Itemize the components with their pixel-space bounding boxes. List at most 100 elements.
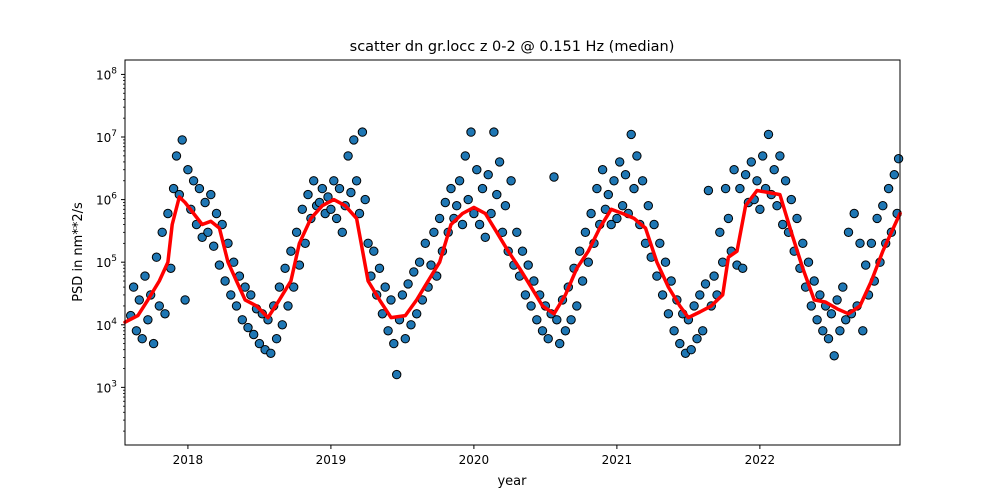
data-point [454,176,465,186]
data-point [429,227,439,238]
chart-title: scatter dn gr.locc z 0-2 @ 0.151 Hz (med… [350,39,675,55]
data-point [709,271,719,281]
data-point [151,252,162,262]
data-point [549,172,559,182]
data-point [154,301,165,311]
median-line-series [123,188,902,324]
data-point [772,201,782,211]
data-point [806,301,816,311]
data-point [878,201,888,211]
data-point [861,260,871,270]
data-point [420,238,430,249]
data-point [655,238,665,249]
data-point [214,260,225,270]
y-axis-label: PSD in nm**2/s [71,202,86,302]
data-point [489,127,499,137]
x-tick-label: 2020 [459,453,490,467]
data-point [792,213,802,224]
median-line [123,188,902,324]
x-tick-label: 2022 [745,453,776,467]
data-point [603,189,613,200]
data-point [349,135,359,145]
data-point [675,338,685,349]
data-point [620,170,631,180]
data-point [397,290,408,300]
data-point [354,208,365,219]
data-point [163,208,173,219]
data-point [609,176,619,186]
data-point [494,157,505,167]
data-point [566,315,576,325]
data-point [786,194,796,205]
data-point [309,176,319,186]
data-point [580,227,591,238]
data-point [615,157,625,167]
data-point [157,227,167,238]
data-point [480,232,490,243]
data-point [740,170,751,180]
data-point [841,315,851,325]
data-point [280,263,290,273]
data-point [632,151,642,161]
data-point [237,315,248,325]
data-point [775,151,785,161]
data-point [188,176,199,186]
data-point [500,201,511,211]
data-point [249,329,259,340]
data-point [829,351,839,361]
data-point [735,183,745,194]
data-point [386,295,396,305]
data-point [700,279,711,289]
data-point [329,176,339,186]
x-tick-label: 2019 [316,453,347,467]
data-point [271,334,282,344]
data-point [617,201,628,211]
data-point [523,260,533,270]
data-point [472,165,482,175]
data-point [686,345,696,355]
data-point [243,322,253,333]
data-point [209,241,219,251]
y-tick-label: 106 [96,192,117,208]
data-point [331,213,342,224]
data-point [512,227,522,238]
y-axis: 103 104 105 106 107 108 [96,66,125,432]
data-point [434,213,445,224]
data-point [643,201,653,211]
data-point [889,170,899,180]
y-tick-label: 105 [96,254,117,270]
data-point [577,276,588,286]
data-point [403,279,413,289]
data-point [460,151,470,161]
data-point [537,326,548,336]
data-point [612,213,622,224]
data-point [343,151,353,161]
data-point [815,290,825,300]
data-point [128,282,139,292]
data-point [194,183,205,194]
data-point [440,197,450,208]
data-point [357,127,368,137]
data-point [597,165,608,175]
data-point [483,170,493,180]
data-point [171,151,182,161]
data-point [400,334,410,344]
data-point [317,183,327,194]
data-point [657,290,668,300]
data-point [606,219,616,230]
data-point [206,189,216,200]
data-point [374,263,385,273]
data-point [560,326,571,336]
data-point [409,267,419,277]
data-point [526,301,536,311]
data-point [835,326,845,336]
data-point [552,315,562,325]
data-point [326,204,336,215]
data-point [555,338,565,349]
data-point [629,183,639,194]
data-point [211,208,222,219]
data-point [823,334,834,344]
data-point [689,301,699,311]
